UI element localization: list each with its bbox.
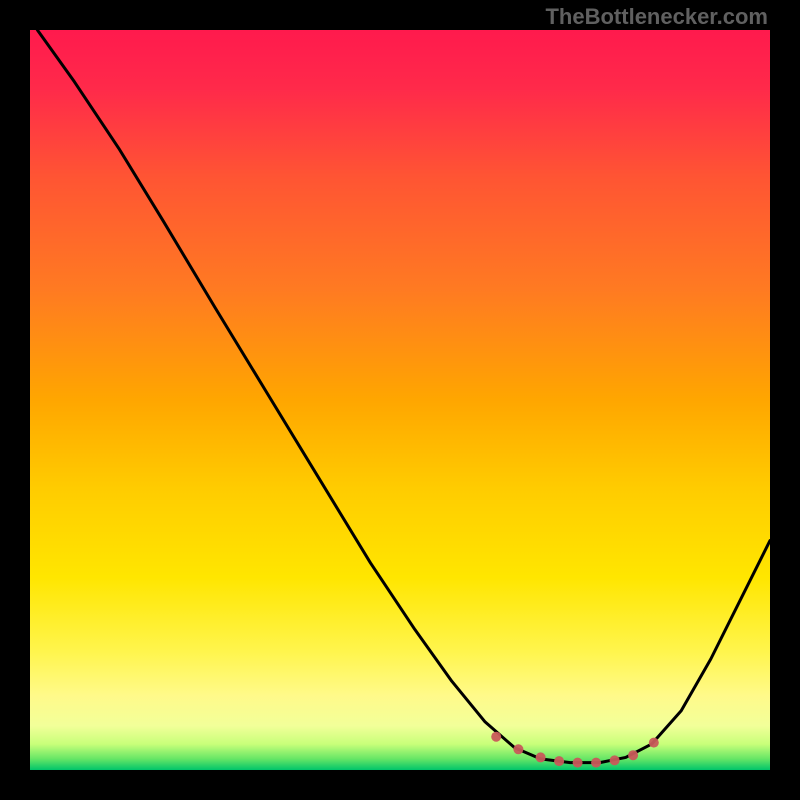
chart-container: TheBottlenecker.com xyxy=(0,0,800,800)
plot-gradient-area xyxy=(30,30,770,770)
watermark-text: TheBottlenecker.com xyxy=(545,4,768,30)
